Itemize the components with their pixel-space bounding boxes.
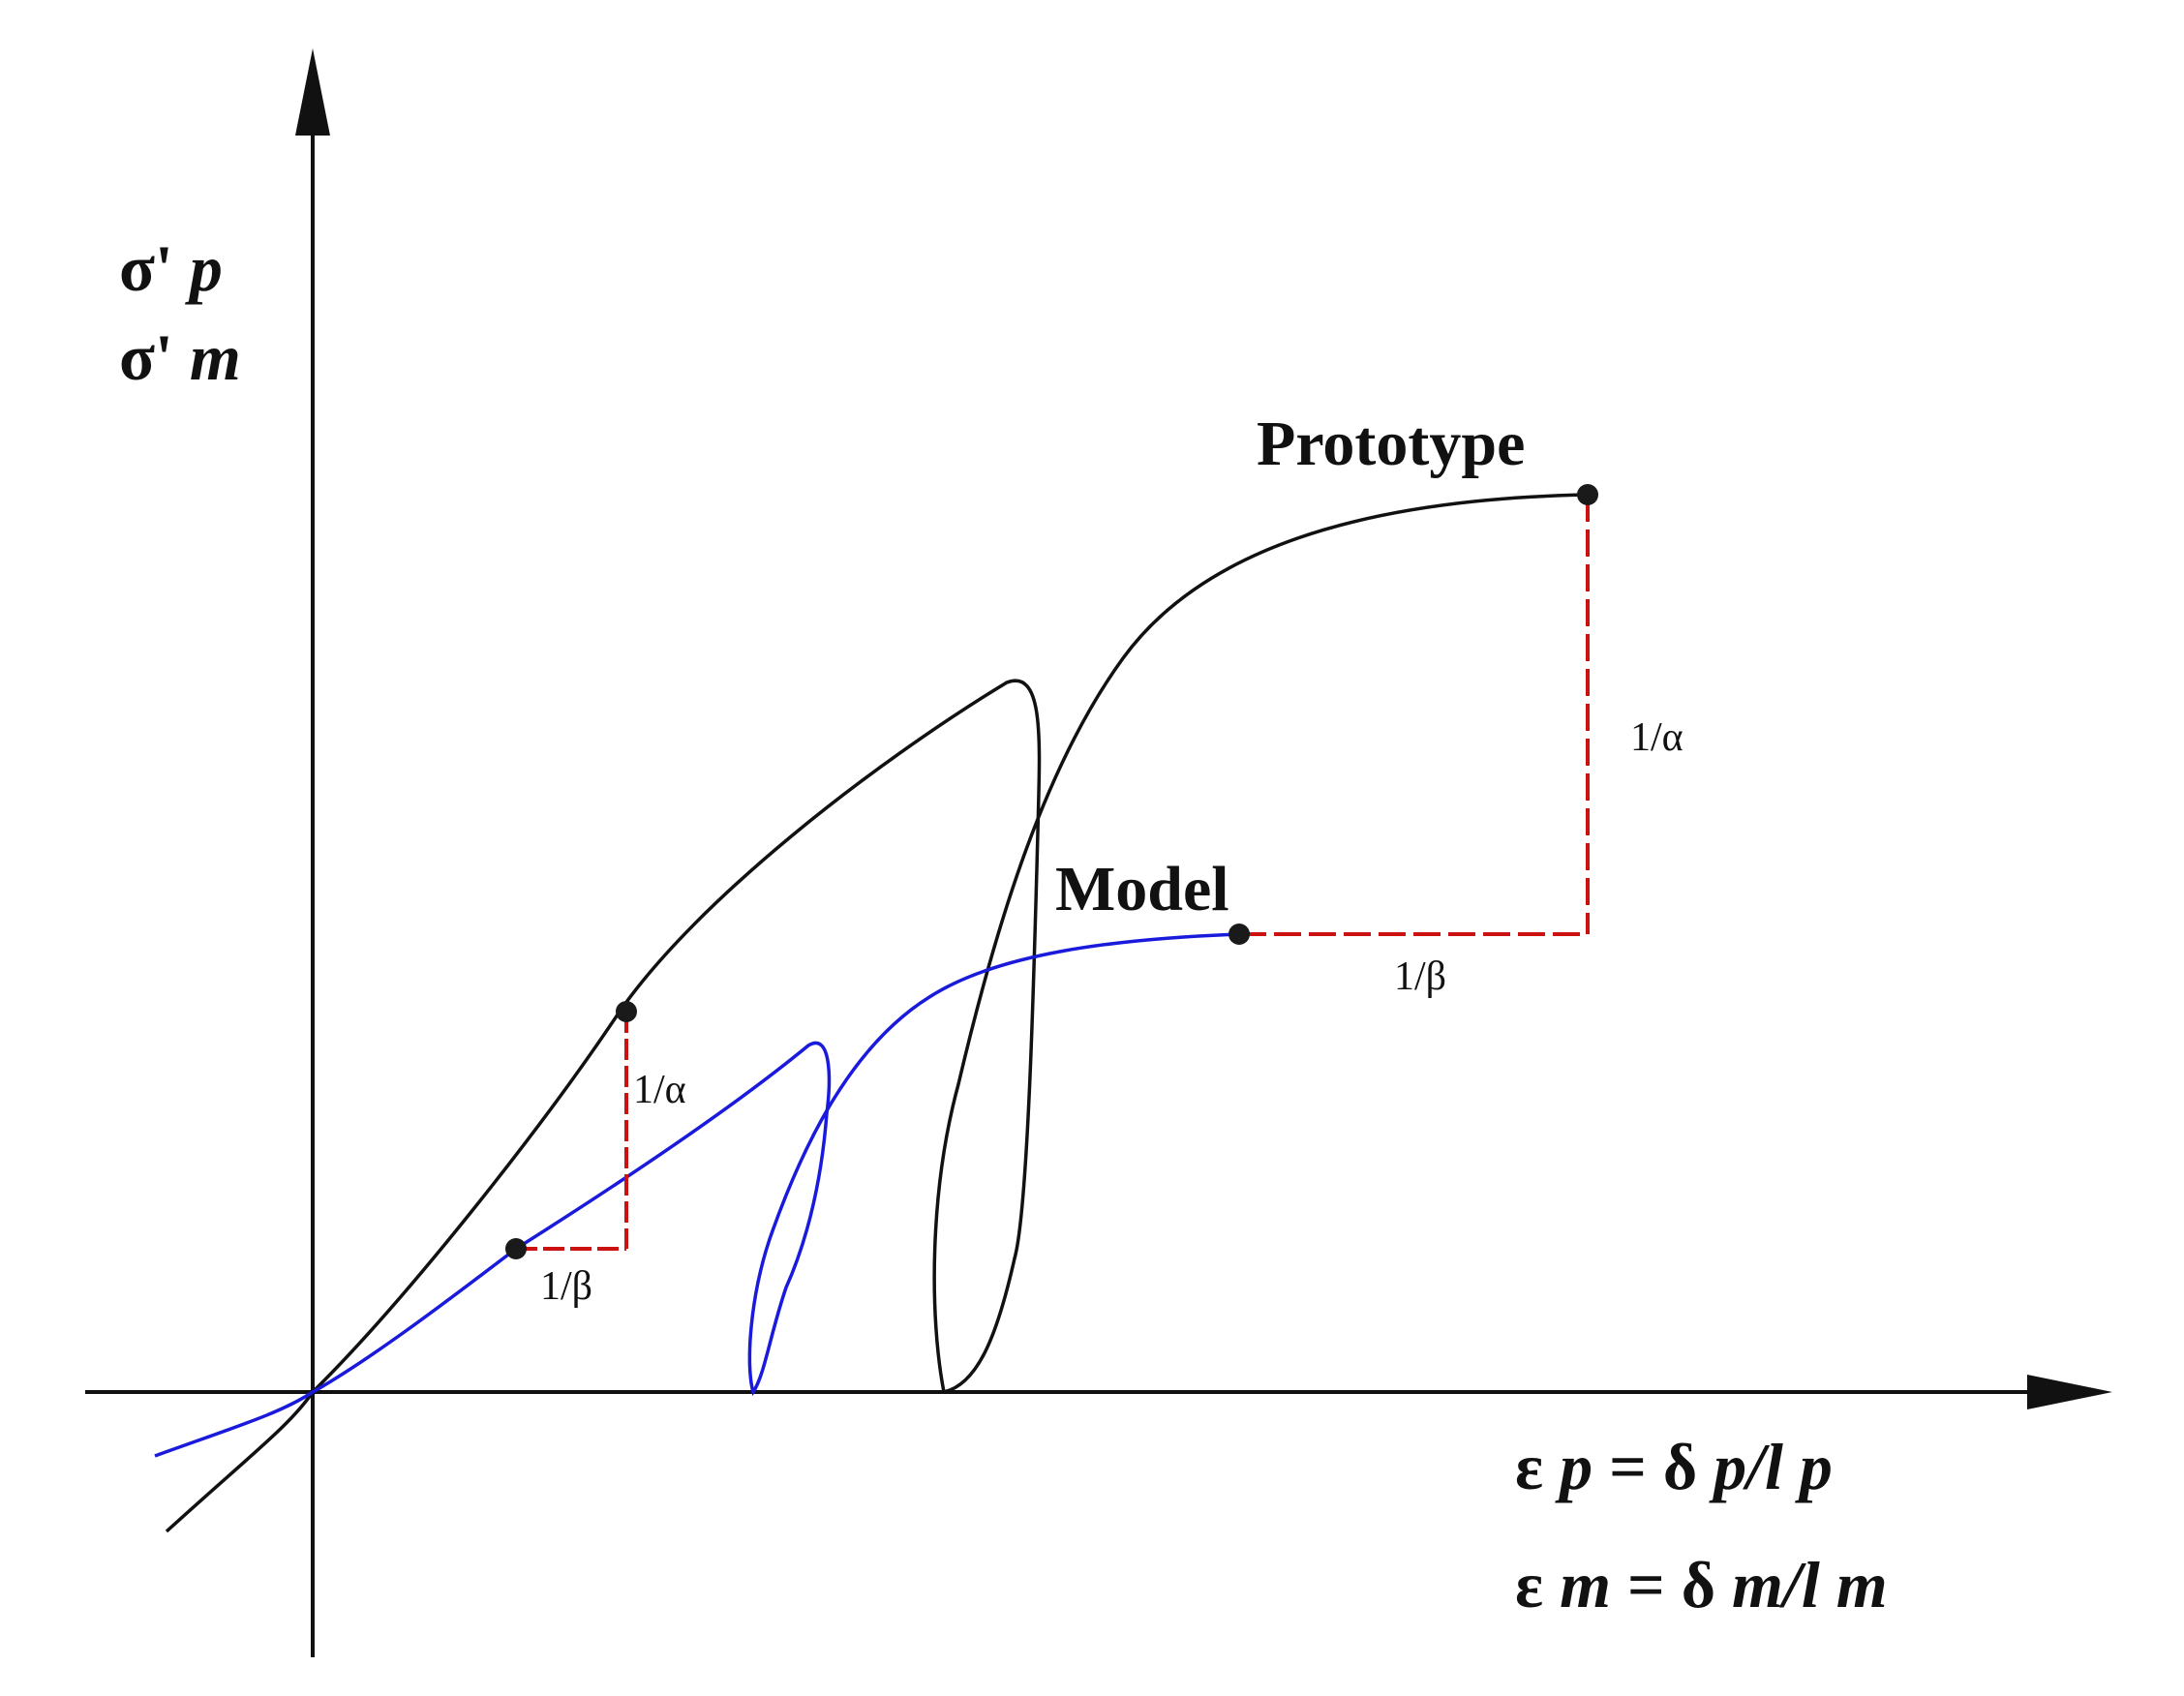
markers — [505, 484, 1598, 1259]
model-early-marker — [505, 1238, 527, 1259]
prototype-label: Prototype — [1257, 409, 1525, 479]
x-axis-label-model: ε m = δ m/l m — [1515, 1548, 1888, 1621]
prototype-early-marker — [616, 1001, 637, 1022]
ratio-lines — [516, 495, 1590, 1251]
y-axis-label-prototype: σ' p — [119, 231, 223, 305]
x-axis-arrow-icon — [2027, 1375, 2112, 1409]
alpha-small-label: 1/α — [633, 1068, 686, 1112]
alpha-large-label: 1/α — [1630, 715, 1684, 760]
x-axis-label-prototype: ε p = δ p/l p — [1515, 1430, 1833, 1503]
beta-small-label: 1/β — [540, 1264, 592, 1309]
prototype-curve — [165, 493, 1589, 1533]
y-axis-arrow-icon — [295, 48, 330, 136]
axes — [85, 48, 2112, 1657]
model-label: Model — [1055, 854, 1229, 924]
model-curve — [154, 932, 1240, 1458]
model-end-marker — [1228, 924, 1250, 945]
prototype-end-marker — [1577, 484, 1598, 505]
beta-large-label: 1/β — [1394, 954, 1446, 999]
y-axis-label-model: σ' m — [119, 320, 241, 394]
